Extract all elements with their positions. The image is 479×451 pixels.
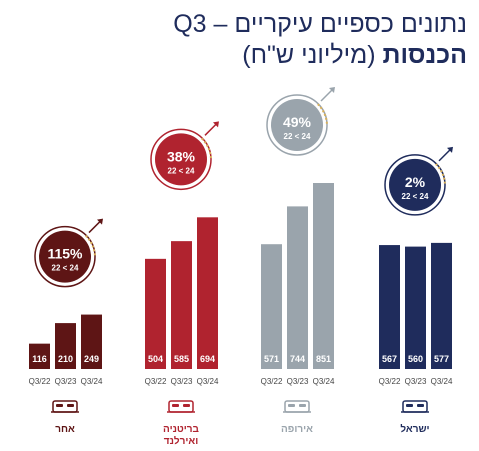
bar-value-label: 249 [84, 354, 99, 364]
title-block: נתונים כספיים עיקריים – Q3 הכנסות (מיליו… [173, 8, 467, 70]
bar [197, 217, 218, 369]
growth-ring-accent [201, 137, 212, 160]
bar-value-label: 116 [32, 354, 47, 364]
group-uk: 504 Q3/22 585 Q3/23 694 Q3/24 38% 22 < 24 בריטני… [145, 121, 219, 447]
bar-value-label: 744 [290, 354, 305, 364]
growth-ring [150, 128, 212, 191]
bar-value-label: 851 [316, 354, 331, 364]
growth-period-label: 22 < 24 [168, 166, 195, 175]
growth-ring-accent [85, 235, 96, 257]
bed-icon [167, 400, 195, 413]
series-name-line: אחר [55, 424, 75, 435]
growth-period-label: 22 < 24 [284, 132, 311, 141]
growth-ring-accent [317, 103, 328, 126]
category-tick-label: Q3/24 [313, 377, 335, 386]
category-tick-label: Q3/23 [55, 377, 77, 386]
bar [55, 323, 76, 369]
category-tick-label: Q3/22 [145, 377, 167, 386]
bar [81, 314, 102, 369]
bar [287, 206, 308, 369]
growth-percent: 38% [167, 148, 196, 164]
category-tick-label: Q3/23 [171, 377, 193, 386]
group-europe: 571 Q3/22 744 Q3/23 851 Q3/24 49% 22 < 24 אירופה [261, 87, 335, 435]
growth-arrowhead-icon [329, 87, 335, 93]
growth-arrow-icon [320, 88, 334, 102]
series-name: ישראל [400, 423, 429, 435]
bed-icon-pillow-left [288, 404, 295, 407]
bed-icon [401, 400, 429, 413]
growth-percent: 115% [47, 246, 83, 262]
bar-value-label: 585 [174, 354, 189, 364]
bed-icon [283, 400, 311, 413]
growth-period-label: 22 < 24 [52, 264, 79, 273]
growth-bubble [271, 99, 323, 151]
subtitle-bold: הכנסות [382, 41, 467, 69]
page-subtitle: הכנסות (מיליוני ש"ח) [173, 40, 467, 70]
bar-value-label: 694 [200, 354, 215, 364]
category-tick-label: Q3/22 [29, 377, 51, 386]
category-tick-label: Q3/23 [405, 377, 427, 386]
bar-value-label: 567 [382, 354, 397, 364]
bar [29, 343, 50, 369]
category-tick-label: Q3/23 [287, 377, 309, 386]
bed-icon-pillow-right [417, 404, 424, 407]
growth-ring [266, 94, 328, 156]
growth-ring [34, 225, 96, 288]
bar [379, 245, 400, 369]
bar [261, 244, 282, 369]
growth-bubble [389, 158, 441, 211]
growth-percent: 2% [405, 174, 426, 190]
series-name: אירופה [281, 424, 313, 435]
category-tick-label: Q3/22 [261, 377, 283, 386]
series-name: בריטניה ואירלנד [163, 424, 200, 447]
bar-value-label: 210 [58, 354, 73, 364]
growth-percent: 49% [283, 114, 312, 130]
growth-ring [384, 154, 446, 216]
growth-arrowhead-icon [447, 146, 453, 153]
growth-ring-accent [435, 163, 446, 185]
growth-bubble [39, 230, 91, 283]
growth-period-label: 22 < 24 [402, 192, 429, 201]
bed-icon-pillow-left [172, 404, 179, 407]
series-name-line: ואירלנד [164, 435, 198, 447]
bar [431, 242, 452, 369]
growth-arrow-icon [438, 148, 452, 162]
growth-arrow-icon [204, 122, 218, 136]
bed-icon-pillow-right [67, 404, 74, 407]
bar-value-label: 577 [434, 354, 449, 364]
bar [405, 246, 426, 369]
bar-value-label: 571 [264, 354, 279, 364]
group-other: 116 Q3/22 210 Q3/23 249 Q3/24 115% 22 < 24 אחר [29, 218, 103, 435]
category-tick-label: Q3/24 [81, 377, 103, 386]
growth-arrow-icon [88, 220, 102, 234]
category-tick-label: Q3/24 [431, 377, 453, 386]
series-name-line: אירופה [281, 424, 313, 435]
bed-icon [51, 400, 79, 413]
bar [145, 258, 166, 369]
bed-icon-pillow-right [299, 404, 306, 407]
growth-arrowhead-icon [97, 218, 103, 225]
bed-icon-pillow-left [406, 404, 413, 407]
subtitle-units: (מיליוני ש"ח) [242, 41, 376, 69]
category-tick-label: Q3/22 [379, 377, 401, 386]
series-name-line: ישראל [400, 423, 429, 435]
growth-bubble [155, 133, 207, 186]
series-name-line: בריטניה [163, 424, 200, 435]
growth-arrowhead-icon [213, 121, 219, 128]
group-israel: 567 Q3/22 560 Q3/23 577 Q3/24 2% 22 < 24 ישראל [379, 146, 453, 435]
bar [171, 241, 192, 369]
bar-value-label: 560 [408, 354, 423, 364]
series-name: אחר [55, 424, 75, 435]
page-title: נתונים כספיים עיקריים – Q3 [173, 10, 467, 38]
bed-icon-pillow-right [183, 404, 190, 407]
category-tick-label: Q3/24 [197, 377, 219, 386]
bed-icon-pillow-left [56, 404, 63, 407]
bar-value-label: 504 [148, 354, 163, 364]
bar [313, 183, 334, 369]
